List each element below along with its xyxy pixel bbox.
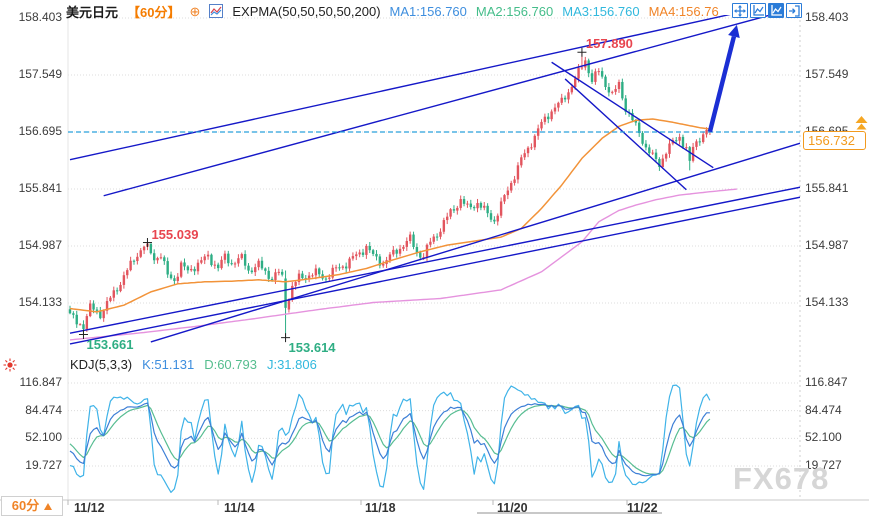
price-axis-label: 156.695	[18, 124, 62, 138]
kdj-axis-label: 116.847	[805, 375, 848, 389]
kdj-axis-label: 84.474	[805, 403, 842, 417]
timeframe-badge-label: 60分	[11, 498, 40, 513]
price-axis-label: 157.549	[805, 67, 849, 81]
watermark: FX678	[733, 461, 830, 496]
exit-chart-button[interactable]	[786, 3, 802, 18]
kdj-j-value: J:31.806	[266, 357, 317, 372]
kdj-k-value: K:51.131	[142, 357, 195, 372]
auto-fit-button[interactable]	[768, 3, 784, 18]
price-annotation-high: 157.890	[585, 36, 633, 52]
indicator-settings-icon[interactable]	[3, 358, 17, 377]
kdj-axis-label: 52.100	[805, 430, 842, 444]
x-axis-date-label: 11/12	[74, 501, 105, 515]
price-alert-marker-icon	[855, 116, 868, 135]
kdj-axis-label: 52.100	[25, 430, 62, 444]
indicator-label: EXPMA(50,50,50,50,200)	[232, 3, 381, 19]
chart-toolbar	[732, 3, 802, 18]
kdj-axis-label: 116.847	[19, 375, 63, 389]
ma4-value: MA4:156.76	[648, 3, 719, 19]
x-axis-date-label: 11/22	[627, 501, 658, 515]
price-annotation-high: 155.039	[151, 226, 199, 242]
kdj-axis-label: 19.727	[25, 458, 62, 472]
ma3-value: MA3:156.760	[562, 3, 640, 19]
pan-tool-button[interactable]	[732, 3, 748, 18]
price-axis-label: 154.987	[18, 238, 62, 252]
add-indicator-icon[interactable]: ⊕	[189, 3, 201, 19]
price-axis-label: 154.987	[805, 238, 849, 252]
last-price-tag: 156.732	[803, 131, 866, 150]
chart-header: 美元日元 【60分】 ⊕ EXPMA(50,50,50,50,200) MA1:…	[66, 2, 719, 20]
price-annotation-low: 153.661	[86, 336, 134, 352]
kdj-d-value: D:60.793	[204, 357, 257, 372]
price-annotation-low: 153.614	[288, 339, 336, 355]
kdj-header: KDJ(5,3,3) K:51.131 D:60.793 J:31.806	[70, 357, 317, 372]
price-axis-label: 154.133	[18, 295, 62, 309]
kdj-axis-label: 19.727	[805, 458, 842, 472]
x-axis-date-label: 11/20	[497, 501, 528, 515]
timeframe-badge[interactable]: 60分	[1, 496, 63, 516]
x-axis-date-label: 11/18	[365, 501, 396, 515]
price-axis-label: 158.403	[805, 10, 849, 24]
timeframe-up-icon	[44, 502, 53, 510]
price-axis-label: 155.841	[18, 181, 62, 195]
kdj-label: KDJ(5,3,3)	[70, 357, 133, 372]
timeframe-label: 【60分】	[127, 4, 181, 20]
indicator-chart-icon[interactable]	[209, 4, 224, 18]
ma2-value: MA2:156.760	[475, 3, 554, 19]
symbol-title: 美元日元	[66, 4, 119, 20]
price-axis-label: 157.549	[18, 67, 62, 81]
x-axis-date-label: 11/14	[224, 501, 255, 515]
kdj-axis-label: 84.474	[25, 403, 62, 417]
price-axis-label: 154.133	[805, 295, 849, 309]
ma1-value: MA1:156.760	[389, 3, 467, 19]
price-axis-label: 155.841	[805, 181, 849, 195]
price-axis-label: 158.403	[18, 10, 62, 24]
y-axis-scale-button[interactable]	[750, 3, 766, 18]
